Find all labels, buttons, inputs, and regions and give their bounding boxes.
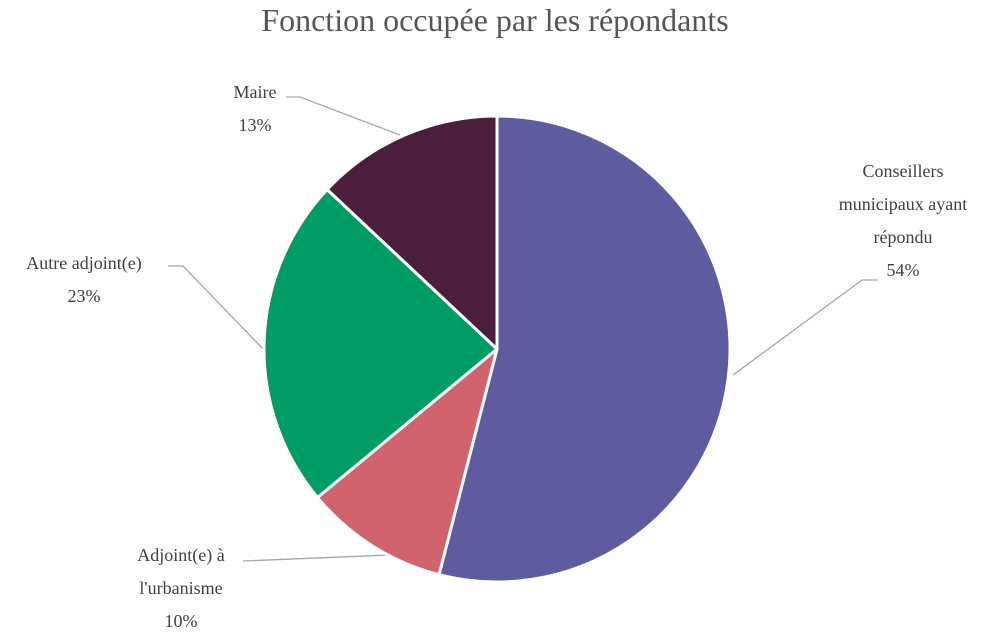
slice-label: Autre adjoint(e)	[26, 253, 142, 273]
pie-slice	[315, 347, 499, 577]
leader-line	[286, 96, 401, 136]
slice-value-label: 54%	[886, 260, 920, 280]
chart-title: Fonction occupée par les répondants	[261, 2, 729, 38]
slice-label: Adjoint(e) à l'urbanisme	[137, 545, 225, 598]
slice-value-label: 13%	[238, 115, 272, 135]
pie-slice	[325, 114, 499, 351]
leader-line	[242, 554, 391, 562]
slice-label: Conseillers municipaux ayant répondu	[838, 161, 968, 247]
leader-line	[732, 279, 878, 376]
slice-value-label: 10%	[164, 611, 198, 631]
pie-slice	[262, 188, 499, 500]
leader-line	[168, 265, 265, 351]
pie-slice	[437, 114, 732, 584]
slice-label: Maire	[233, 82, 277, 102]
slice-value-label: 23%	[67, 286, 101, 306]
